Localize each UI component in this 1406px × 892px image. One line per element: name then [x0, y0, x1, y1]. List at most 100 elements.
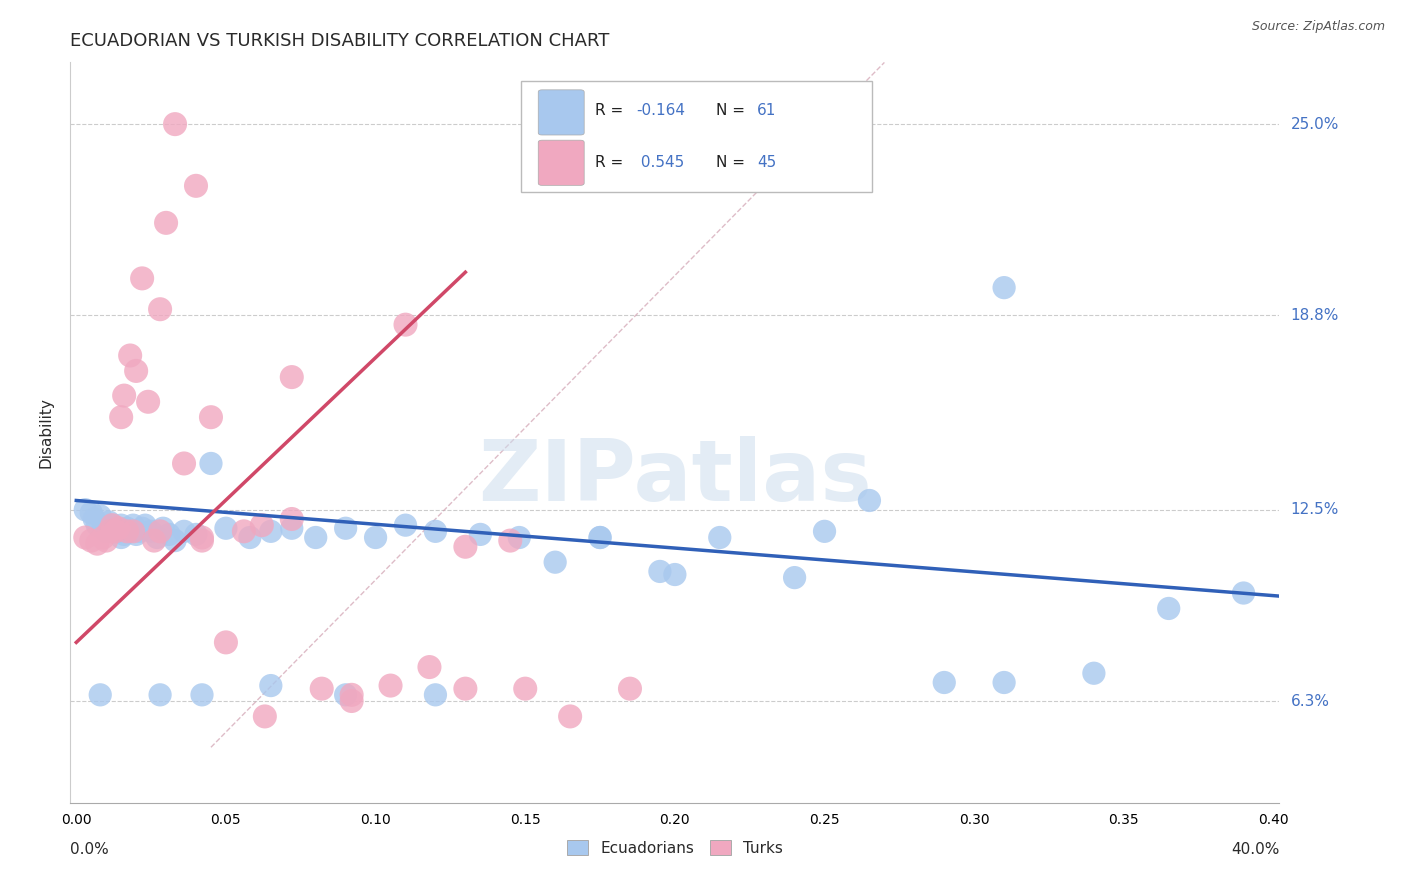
Point	[75, 531, 97, 545]
Point	[253, 709, 276, 723]
Point	[80, 506, 103, 520]
Point	[89, 688, 111, 702]
Point	[96, 533, 118, 548]
Point	[115, 521, 138, 535]
Point	[200, 410, 222, 425]
Point	[281, 512, 304, 526]
Point	[934, 675, 956, 690]
Point	[709, 531, 731, 545]
Point	[664, 567, 686, 582]
Text: Source: ZipAtlas.com: Source: ZipAtlas.com	[1251, 20, 1385, 33]
Point	[394, 318, 416, 332]
Point	[125, 364, 148, 378]
Point	[149, 688, 172, 702]
Point	[425, 524, 447, 539]
Point	[96, 524, 118, 539]
Point	[470, 527, 492, 541]
Point	[260, 524, 283, 539]
Point	[858, 493, 880, 508]
Legend: Ecuadorians, Turks: Ecuadorians, Turks	[561, 834, 789, 862]
Point	[993, 280, 1015, 294]
Point	[394, 518, 416, 533]
Point	[128, 524, 150, 539]
Text: R =: R =	[595, 155, 628, 169]
Text: R =: R =	[595, 103, 628, 118]
Point	[75, 502, 97, 516]
Point	[139, 524, 162, 539]
Point	[499, 533, 522, 548]
Point	[589, 531, 612, 545]
Point	[110, 410, 132, 425]
Text: 61: 61	[756, 103, 776, 118]
FancyBboxPatch shape	[538, 140, 585, 186]
Point	[91, 531, 114, 545]
Text: ECUADORIAN VS TURKISH DISABILITY CORRELATION CHART: ECUADORIAN VS TURKISH DISABILITY CORRELA…	[70, 32, 610, 50]
Point	[107, 524, 129, 539]
Point	[648, 565, 671, 579]
Text: 0.545: 0.545	[636, 155, 685, 169]
Point	[281, 370, 304, 384]
Text: 40.0%: 40.0%	[1232, 842, 1279, 856]
Point	[335, 521, 357, 535]
Text: N =: N =	[716, 155, 749, 169]
Text: ZIPatlas: ZIPatlas	[478, 435, 872, 518]
Point	[173, 524, 195, 539]
Point	[120, 349, 142, 363]
Point	[191, 531, 214, 545]
Point	[191, 688, 214, 702]
Point	[1157, 601, 1180, 615]
Point	[993, 675, 1015, 690]
Text: 18.8%: 18.8%	[1291, 308, 1339, 323]
Point	[340, 694, 363, 708]
Point	[91, 521, 114, 535]
Point	[122, 518, 145, 533]
Point	[89, 508, 111, 523]
Point	[104, 521, 127, 535]
Point	[783, 571, 806, 585]
Point	[558, 709, 581, 723]
Point	[134, 518, 156, 533]
Point	[544, 555, 567, 569]
Point	[86, 518, 108, 533]
Point	[184, 178, 207, 193]
Point	[418, 660, 440, 674]
Point	[425, 688, 447, 702]
Point	[364, 531, 387, 545]
Point	[215, 635, 238, 649]
Point	[143, 533, 166, 548]
Point	[112, 527, 135, 541]
Point	[149, 302, 172, 317]
Point	[200, 457, 222, 471]
Point	[515, 681, 537, 696]
Y-axis label: Disability: Disability	[38, 397, 53, 468]
Point	[1083, 666, 1105, 681]
Point	[1232, 586, 1254, 600]
Point	[165, 533, 187, 548]
Point	[813, 524, 835, 539]
Text: 12.5%: 12.5%	[1291, 502, 1339, 517]
Point	[173, 457, 195, 471]
Point	[146, 531, 169, 545]
Point	[239, 531, 262, 545]
Point	[107, 521, 129, 535]
Point	[98, 524, 121, 539]
Point	[260, 679, 283, 693]
Point	[311, 681, 333, 696]
Point	[215, 521, 238, 535]
Point	[110, 518, 132, 533]
Point	[131, 521, 153, 535]
Point	[112, 389, 135, 403]
Point	[380, 679, 402, 693]
Point	[104, 524, 127, 539]
Point	[98, 515, 121, 529]
Point	[184, 527, 207, 541]
Point	[131, 271, 153, 285]
FancyBboxPatch shape	[538, 90, 585, 135]
Text: 25.0%: 25.0%	[1291, 117, 1339, 132]
Point	[250, 518, 273, 533]
Point	[101, 518, 124, 533]
Point	[155, 216, 177, 230]
Point	[157, 527, 180, 541]
Point	[454, 681, 477, 696]
Point	[149, 524, 172, 539]
